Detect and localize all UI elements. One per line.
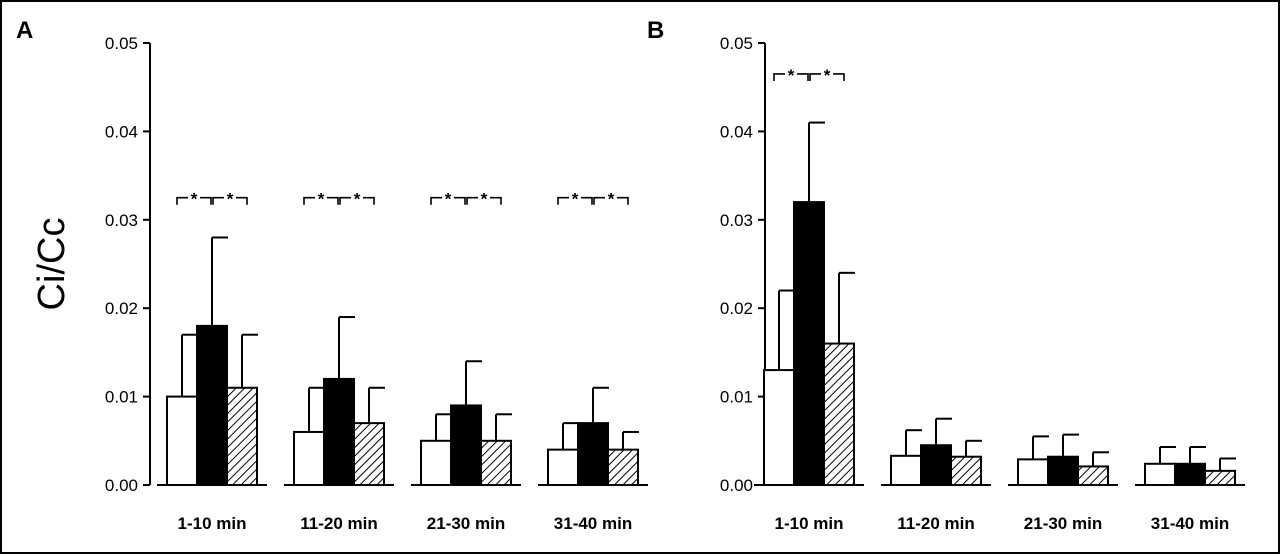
- category-label: 11-20 min: [897, 514, 975, 533]
- y-tick-label: 0.01: [720, 388, 753, 407]
- significance-marker: *: [572, 190, 579, 209]
- bracket-line: [212, 196, 248, 205]
- y-tick-label: 0.05: [720, 34, 753, 53]
- y-tick-label: 0.01: [105, 388, 138, 407]
- bar-hatched: [1077, 465, 1109, 487]
- bar-black: [196, 324, 228, 486]
- bar-white: [166, 395, 198, 487]
- y-tick-label: 0.02: [105, 299, 138, 318]
- bracket-line: [176, 196, 212, 205]
- bar-hatched: [607, 448, 639, 487]
- bar-black: [323, 377, 355, 487]
- y-tick-label: 0.00: [720, 476, 753, 495]
- bracket-line: [593, 196, 629, 205]
- category-label: 21-30 min: [427, 514, 505, 533]
- panel-label: B: [647, 17, 664, 44]
- bar-hatched: [823, 342, 855, 486]
- y-tick-label: 0.02: [720, 299, 753, 318]
- panel-b: B 0.00 0.01 0.02 0.03 0.04 0.05 1-10 min 11-20 m…: [647, 17, 1245, 533]
- bracket-line: [466, 196, 502, 205]
- bar-white: [293, 430, 325, 486]
- category-label: 1-10 min: [775, 514, 844, 533]
- significance-bracket: * *: [773, 66, 845, 85]
- bar-black: [577, 422, 609, 486]
- bar-white: [890, 454, 922, 487]
- bar-black: [450, 404, 482, 486]
- y-tick-label: 0.04: [105, 122, 138, 141]
- significance-marker: *: [354, 190, 361, 209]
- bar-hatched: [480, 439, 512, 486]
- bracket-line: [339, 196, 375, 205]
- bracket-line: [773, 73, 809, 81]
- y-axis-label: Ci/Cc: [31, 218, 73, 311]
- significance-marker: *: [445, 190, 452, 209]
- category-label: 1-10 min: [178, 514, 247, 533]
- category-label: 11-20 min: [300, 514, 378, 533]
- bar-black: [1174, 462, 1206, 486]
- bracket-line: [430, 196, 466, 205]
- panels: A 0.00 0.01 0.02 0.03 0.04 0.05 1-10 min 11-20 m…: [16, 17, 1245, 533]
- significance-marker: *: [788, 66, 795, 85]
- panel-a: A 0.00 0.01 0.02 0.03 0.04 0.05 1-10 min 11-20 m…: [16, 17, 648, 533]
- bar-black: [1047, 455, 1079, 487]
- y-tick-label: 0.03: [720, 211, 753, 230]
- bar-white: [763, 369, 795, 486]
- y-tick-label: 0.03: [105, 211, 138, 230]
- bracket-line: [303, 196, 339, 205]
- y-tick-label: 0.04: [720, 122, 753, 141]
- panel-label: A: [16, 17, 33, 44]
- significance-marker: *: [191, 190, 198, 209]
- bar-hatched: [950, 455, 982, 487]
- bracket-line: [557, 196, 593, 205]
- significance-bracket: * *: [176, 190, 248, 209]
- significance-bracket: * *: [430, 190, 502, 209]
- significance-marker: *: [227, 190, 234, 209]
- bar-hatched: [226, 386, 258, 487]
- significance-marker: *: [481, 190, 488, 209]
- category-label: 31-40 min: [1151, 514, 1229, 533]
- bracket-line: [809, 73, 845, 81]
- bar-white: [1144, 462, 1176, 486]
- bar-black: [920, 444, 952, 486]
- bar-white: [420, 439, 452, 486]
- significance-bracket: * *: [303, 190, 375, 209]
- significance-marker: *: [318, 190, 325, 209]
- significance-bracket: * *: [557, 190, 629, 209]
- y-tick-label: 0.00: [105, 476, 138, 495]
- bar-white: [547, 448, 579, 487]
- significance-marker: *: [824, 66, 831, 85]
- y-tick-label: 0.05: [105, 34, 138, 53]
- bar-white: [1017, 458, 1049, 487]
- category-label: 31-40 min: [554, 514, 632, 533]
- significance-marker: *: [608, 190, 615, 209]
- bar-black: [793, 201, 825, 486]
- bar-hatched: [1204, 469, 1236, 486]
- bar-hatched: [353, 422, 385, 486]
- category-label: 21-30 min: [1024, 514, 1102, 533]
